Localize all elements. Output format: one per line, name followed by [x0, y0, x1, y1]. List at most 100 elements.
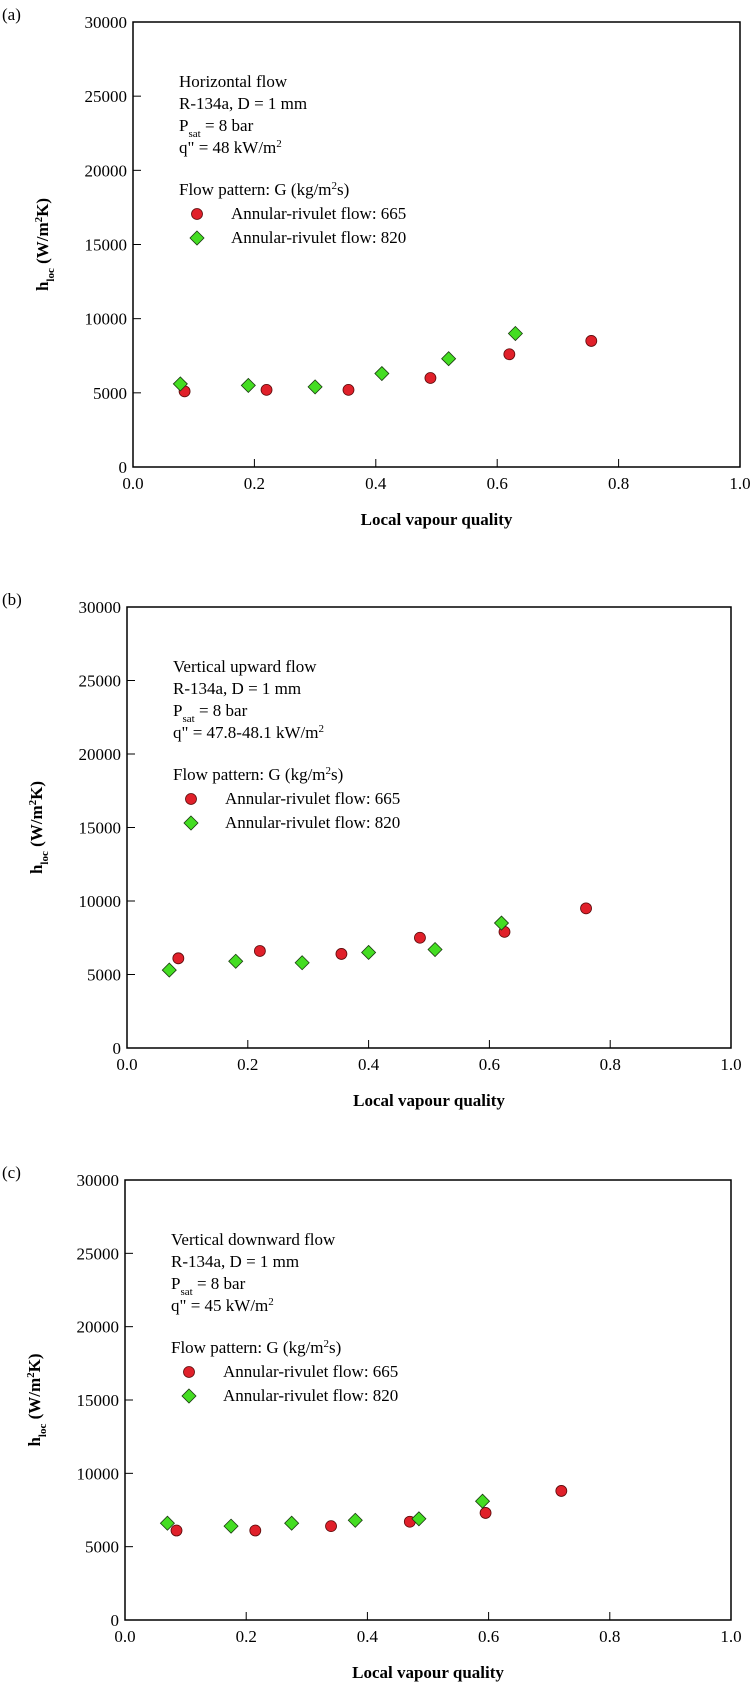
text-segment: K)	[27, 781, 46, 800]
text-segment: K)	[25, 1353, 44, 1372]
text-segment: P	[179, 116, 188, 135]
x-tick-label: 0.6	[478, 1627, 499, 1646]
text-segment: Flow pattern: G (kg/m	[173, 765, 326, 784]
text-segment: sat	[180, 1286, 192, 1298]
text-segment: Flow pattern: G (kg/m	[171, 1338, 324, 1357]
text-segment: Vertical downward flow	[171, 1230, 336, 1249]
x-tick-label: 0.4	[358, 1055, 380, 1074]
text-segment: loc	[37, 1424, 49, 1438]
y-tick-label: 20000	[77, 1318, 120, 1337]
annotation: Psat = 8 bar	[171, 1274, 246, 1298]
x-tick-label: 1.0	[729, 474, 750, 493]
y-tick-label: 25000	[79, 672, 122, 691]
text-segment: R-134a, D = 1 mm	[171, 1252, 299, 1271]
point	[253, 945, 266, 957]
point	[374, 365, 390, 382]
x-tick-label: 0.0	[114, 1627, 135, 1646]
text-segment: h	[25, 1437, 44, 1447]
legend-title: Flow pattern: G (kg/m2s)	[171, 1338, 341, 1357]
point	[172, 376, 188, 392]
point	[347, 1512, 363, 1528]
point	[441, 351, 457, 367]
text-segment: loc	[39, 851, 51, 865]
point	[507, 325, 523, 342]
y-tick-label: 5000	[87, 966, 121, 985]
text-segment: 2	[324, 1338, 330, 1350]
text-segment: 2	[332, 180, 338, 192]
x-tick-label: 0.8	[600, 1055, 621, 1074]
point	[555, 1485, 568, 1497]
point	[427, 941, 443, 958]
point	[580, 902, 592, 915]
point	[361, 944, 377, 961]
legend-label: Annular-rivulet flow: 820	[223, 1386, 398, 1405]
point	[161, 962, 177, 978]
y-tick-label: 30000	[79, 598, 122, 617]
point	[325, 1520, 337, 1533]
x-tick-label: 0.2	[236, 1627, 257, 1646]
text-segment: 2	[33, 216, 45, 222]
point	[585, 335, 598, 347]
x-tick-label: 0.0	[122, 474, 143, 493]
x-axis-label: Local vapour quality	[353, 1091, 505, 1110]
y-tick-label: 25000	[85, 87, 128, 106]
annotation: Horizontal flow	[179, 72, 288, 91]
y-tick-label: 0	[119, 458, 128, 477]
panel-label: (b)	[2, 590, 22, 609]
text-segment: 2	[25, 1372, 37, 1378]
text-segment: R-134a, D = 1 mm	[179, 94, 307, 113]
point	[411, 1511, 427, 1527]
x-tick-label: 0.6	[487, 474, 508, 493]
point	[240, 377, 256, 393]
legend-marker	[185, 793, 197, 805]
x-tick-label: 1.0	[720, 1627, 741, 1646]
panel-label: (a)	[2, 5, 21, 24]
text-segment: s)	[329, 1338, 341, 1357]
point	[479, 1507, 492, 1519]
text-segment: h	[33, 281, 52, 291]
annotation: q" = 45 kW/m2	[171, 1296, 274, 1315]
y-tick-label: 20000	[85, 161, 128, 180]
point	[414, 931, 426, 944]
x-tick-label: 0.2	[244, 474, 265, 493]
y-tick-label: 10000	[85, 310, 128, 329]
text-segment: s)	[337, 180, 349, 199]
point	[294, 955, 310, 971]
y-tick-label: 25000	[77, 1244, 120, 1263]
point	[503, 348, 516, 361]
y-axis-label: hloc (W/m2K)	[25, 1353, 49, 1446]
y-tick-label: 0	[113, 1039, 122, 1058]
text-segment: = 8 bar	[193, 1274, 246, 1293]
point	[493, 915, 510, 931]
x-tick-label: 0.6	[479, 1055, 500, 1074]
x-axis-label: Local vapour quality	[361, 510, 513, 529]
y-tick-label: 15000	[77, 1391, 120, 1410]
y-tick-label: 30000	[77, 1171, 120, 1190]
x-tick-label: 0.0	[116, 1055, 137, 1074]
y-tick-label: 15000	[85, 236, 128, 255]
x-tick-label: 0.8	[599, 1627, 620, 1646]
text-segment: s)	[331, 765, 343, 784]
point	[307, 379, 323, 395]
legend-marker	[183, 815, 199, 831]
text-segment: P	[173, 701, 182, 720]
text-segment: Vertical upward flow	[173, 657, 317, 676]
text-segment: q" = 45 kW/m	[171, 1296, 268, 1315]
panel-label: (c)	[2, 1163, 21, 1182]
text-segment: (W/m	[25, 1378, 44, 1424]
y-tick-label: 20000	[79, 745, 122, 764]
annotation: Psat = 8 bar	[173, 701, 248, 725]
y-axis-label: hloc (W/m2K)	[33, 198, 57, 291]
text-segment: 2	[276, 138, 282, 150]
x-tick-label: 0.8	[608, 474, 629, 493]
text-segment: 2	[318, 723, 324, 735]
legend-title: Flow pattern: G (kg/m2s)	[179, 180, 349, 199]
text-segment: P	[171, 1274, 180, 1293]
annotation: q" = 47.8-48.1 kW/m2	[173, 723, 324, 742]
legend-marker	[183, 1366, 195, 1378]
y-tick-label: 10000	[79, 892, 122, 911]
point	[474, 1493, 491, 1509]
text-segment: q" = 47.8-48.1 kW/m	[173, 723, 318, 742]
text-segment: K)	[33, 198, 52, 217]
